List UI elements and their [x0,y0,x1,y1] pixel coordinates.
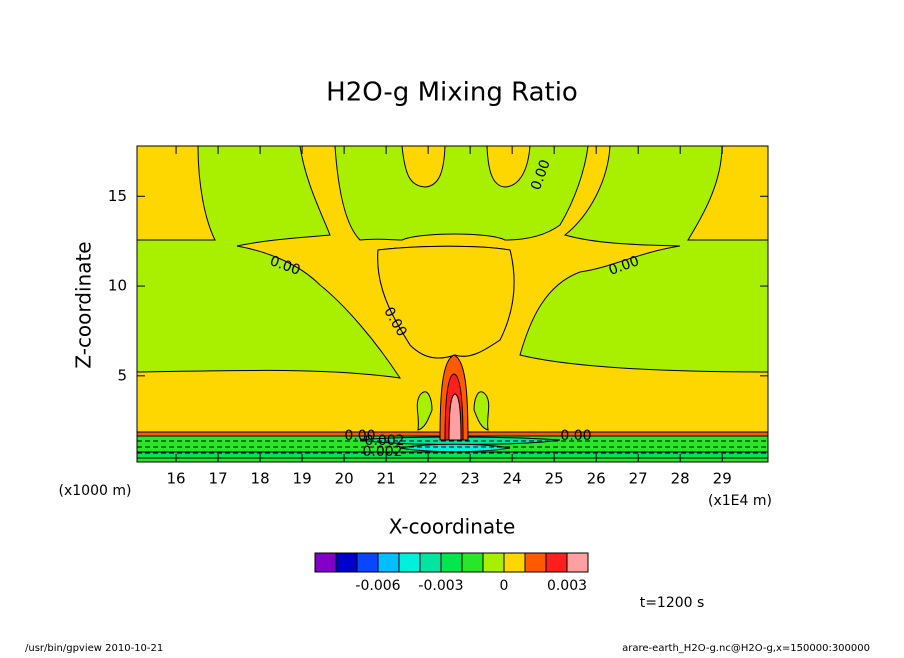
time-label: t=1200 s [640,595,705,611]
colorbar-box [419,552,442,573]
colorbar-box [524,552,547,573]
colorbar-tick-label: 0 [500,578,509,594]
colorbar-box [440,552,463,573]
x-tick-label: 25 [545,470,564,488]
y-tick-label: 5 [117,366,127,384]
contour-region [377,245,515,359]
x-tick-label: 19 [293,470,312,488]
x-tick-label: 23 [461,470,480,488]
footer-left: /usr/bin/gpview 2010-10-21 [25,643,163,654]
y-unit: (x1000 m) [59,483,132,499]
contour-region [687,146,768,241]
plot-frame [136,145,769,463]
colorbar-box [377,552,400,573]
colorbar-tick-label: -0.003 [418,578,463,594]
contour-label: 0.00 [560,428,591,444]
x-tick-label: 27 [629,470,648,488]
x-tick-label: 28 [671,470,690,488]
contour-region [399,443,511,453]
contour-region [401,146,446,188]
colorbar-box [566,552,589,573]
colorbar-box [335,552,358,573]
contour-line [137,440,768,459]
contour-region [486,146,531,188]
footer-right: arare-earth_H2O-g.nc@H2O-g,x=150000:3000… [622,643,870,654]
x-tick-label: 16 [167,470,186,488]
x-unit: (x1E4 m) [708,493,772,509]
contour-label: -0.002 [357,444,402,460]
colorbar-box [314,552,337,573]
colorbar-box [503,552,526,573]
colorbar-box [398,552,421,573]
contour-label: -0.002 [359,433,404,449]
contour-region [473,391,490,431]
colorbar-tick-label: 0.003 [547,578,587,594]
colorbar-tick-label: -0.006 [355,578,400,594]
y-tick-label: 10 [108,277,127,295]
x-tick-label: 18 [251,470,270,488]
contour-region [137,146,216,241]
contour-region [416,391,433,431]
x-tick-label: 17 [209,470,228,488]
contour-field [137,146,768,462]
y-tick-label: 15 [108,187,127,205]
x-tick-label: 26 [587,470,606,488]
chart-title: H2O-g Mixing Ratio [326,78,578,108]
x-tick-label: 21 [377,470,396,488]
y-axis-label: Z-coordinate [72,241,96,368]
x-tick-label: 24 [503,470,522,488]
x-tick-label: 20 [335,470,354,488]
colorbar-box [461,552,484,573]
colorbar-box [356,552,379,573]
colorbar-box [545,552,568,573]
colorbar-box [482,552,505,573]
x-tick-label: 22 [419,470,438,488]
x-axis-label: X-coordinate [389,515,516,539]
x-tick-label: 29 [713,470,732,488]
contour-region [448,393,462,441]
contour-label: 0.00 [344,428,375,444]
